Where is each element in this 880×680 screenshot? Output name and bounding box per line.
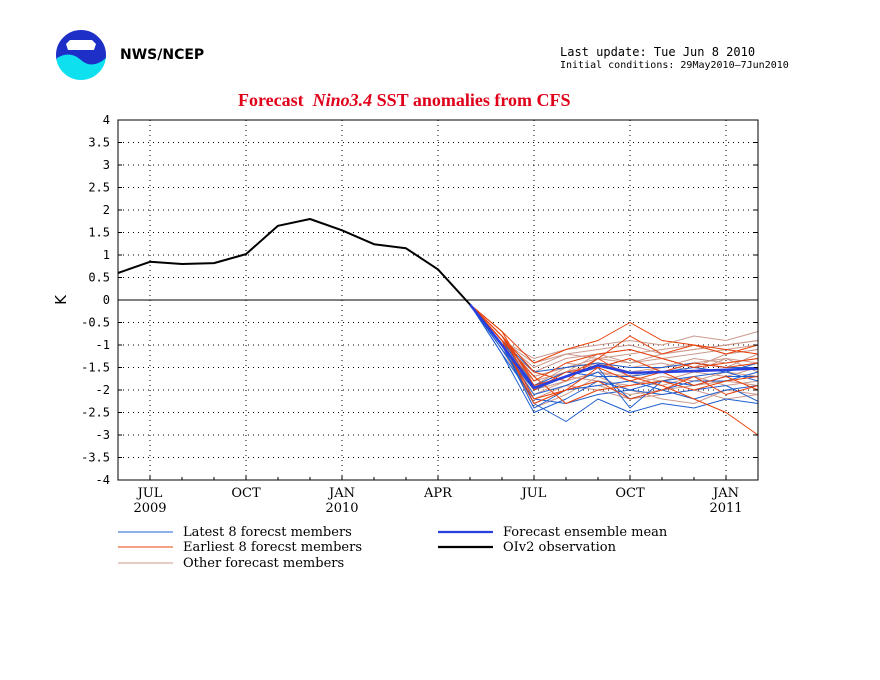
y-tick-label: -1 <box>96 338 110 352</box>
y-tick-label: -3 <box>96 428 110 442</box>
y-tick-label: 1 <box>103 248 110 262</box>
x-tick-label: JUL <box>136 486 163 501</box>
x-tick-year: 2009 <box>133 501 166 516</box>
y-tick-label: -2 <box>96 383 110 397</box>
x-tick-year: 2011 <box>709 501 742 516</box>
title-suffix: SST anomalies from CFS <box>376 90 571 110</box>
noaa-logo-icon <box>54 28 108 82</box>
latest-member-line <box>469 304 759 422</box>
y-axis-label: K <box>52 294 70 305</box>
x-tick-label: OCT <box>231 486 261 501</box>
ensemble-mean-line <box>468 303 759 390</box>
y-tick-label: 0 <box>103 293 110 307</box>
series-lines <box>117 218 759 436</box>
x-tick-year: 2010 <box>325 501 358 516</box>
y-tick-label: -2.5 <box>81 406 110 420</box>
y-tick-label: -3.5 <box>81 451 110 465</box>
x-tick-label: OCT <box>615 486 645 501</box>
earliest-member-line <box>469 304 759 436</box>
org-name: NWS/NCEP <box>120 47 205 63</box>
earliest-member-line <box>469 304 759 400</box>
y-tick-label: -0.5 <box>81 316 110 330</box>
initial-conditions: Initial conditions: 29May2010–7Jun2010 <box>560 60 789 71</box>
other-member-line <box>469 304 759 359</box>
y-tick-labels: 4 3.5 3 2.5 2 1.5 1 0.5 0 -0.5 -1 -1.5 -2 -2.5 -3 -3.5 -… <box>81 113 758 487</box>
x-tick-label: JAN <box>711 486 739 501</box>
title-italic: Nino3.4 <box>312 90 373 110</box>
earliest-member-line <box>469 304 759 404</box>
y-tick-label: 3.5 <box>88 136 110 150</box>
y-tick-label: -4 <box>96 473 110 487</box>
x-tick-label: JUL <box>520 486 547 501</box>
y-tick-label: 2.5 <box>88 181 110 195</box>
title-prefix: Forecast <box>238 90 304 110</box>
legend-label-mean: Forecast ensemble mean <box>503 525 668 540</box>
y-tick-label: 4 <box>103 113 110 127</box>
y-tick-label: -1.5 <box>81 361 110 375</box>
x-tick-label: APR <box>423 486 453 501</box>
earliest-member-line <box>469 304 759 364</box>
legend-label-latest: Latest 8 forecst members <box>183 525 352 540</box>
chart-title: Forecast Nino3.4 SST anomalies from CFS <box>238 90 571 111</box>
y-tick-label: 0.5 <box>88 271 110 285</box>
legend-label-observation: OIv2 observation <box>503 540 617 555</box>
y-tick-label: 3 <box>103 158 110 172</box>
x-tick-label: JAN <box>327 486 355 501</box>
earliest-member-line <box>469 304 759 391</box>
y-tick-label: 1.5 <box>88 226 110 240</box>
y-tick-label: 2 <box>103 203 110 217</box>
observation-line <box>117 218 471 306</box>
legend-label-other: Other forecast members <box>183 556 344 571</box>
legend-label-earliest: Earliest 8 forecst members <box>183 540 362 555</box>
last-update: Last update: Tue Jun 8 2010 <box>560 45 756 59</box>
